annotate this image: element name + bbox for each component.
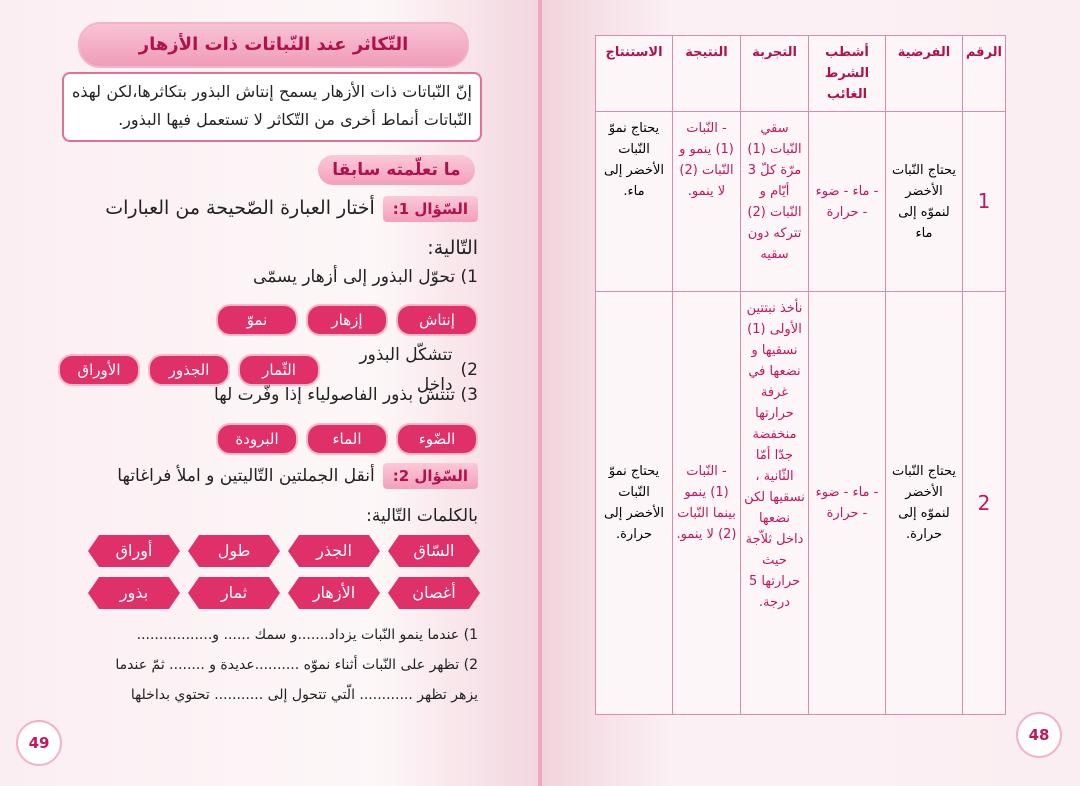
sentence: 1) عندما ينمو النّبات يزداد.......و سمك … [58,620,478,650]
cell: يحتاج النّبات الأخضر لنموّه إلى حرارة. [885,291,963,715]
option: الماء [306,423,388,455]
table-row: 1 يحتاج النّبات الأخضر لنموّه إلى ماء - … [595,111,1006,292]
header-cell: الاستنتاج [595,35,673,112]
header-cell: النتيجة [672,35,741,112]
right-page: الرقم الفرضية أشطب الشرط الغائب التجربة … [542,0,1080,786]
cell: - النّبات (1) ينمو بينما النّبات (2) لا … [672,291,741,715]
option: نموّ [216,304,298,336]
word: بذور [88,577,180,609]
sentence-line: يزهر تظهر ............ الّتي تتحول إلى .… [130,687,478,703]
options: إنتاش إزهار نموّ [58,304,478,336]
header-cell: الفرضية [885,35,963,112]
experiment-table: الرقم الفرضية أشطب الشرط الغائب التجربة … [595,35,1006,715]
word: السّاق [388,535,480,567]
word-bank: السّاق الجذر طول أوراق أغصان الأزهار ثما… [80,535,480,609]
heading-text: ما تعلّمته سابقا [332,160,461,180]
cell: نأخذ نبتتين الأولى (1) نسقيها و نضعها في… [740,291,809,715]
header-cell: أشطب الشرط الغائب [808,35,886,112]
cell: سقي النّبات (1) مرّة كلّ 3 أيّام و النّب… [740,111,809,292]
option: إزهار [306,304,388,336]
intro-text: إنّ النّباتات ذات الأزهار يسمح إنتاش الب… [72,82,472,129]
item: 3) تنتش بذور الفاصولياء إذا وفّرت لها [58,380,478,410]
title-banner: التّكاثر عند النّباتات ذات الأزهار [78,22,469,68]
word: أغصان [388,577,480,609]
item: 1) تحوّل البذور إلى أزهار يسمّى [58,262,478,292]
question-label: السّؤال 1: [382,196,478,222]
sentence-number: 1) [463,627,478,643]
item-text: تنتش بذور الفاصولياء إذا وفّرت لها [214,385,456,405]
title: التّكاثر عند النّباتات ذات الأزهار [138,34,409,55]
cell: - ماء - ضوء - حرارة [808,111,886,292]
cell: - ماء - ضوء - حرارة [808,291,886,715]
item-text: تحوّل البذور إلى أزهار يسمّى [253,267,456,287]
header-row: الرقم الفرضية أشطب الشرط الغائب التجربة … [595,35,1006,112]
word: ثمار [188,577,280,609]
item-number: 1) [460,267,478,287]
question: السّؤال 2:أنقل الجملتين التّاليتين و امل… [58,456,478,536]
option: الثّمار [238,354,320,386]
item-text: تتشكّل البذور داخل [359,345,453,395]
option: الضّوء [396,423,478,455]
sentence-number: 2) [463,657,478,673]
header-cell: التجربة [740,35,809,112]
option: الجذور [148,354,230,386]
cell: يحتاج نموّ النّبات الأخضر إلى حرارة. [595,291,673,715]
cell: 1 [962,111,1006,292]
question-prompt: أنقل الجملتين التّاليتين و املأ فراغاتها… [117,466,478,526]
item-number: 3) [460,385,478,405]
word: طول [188,535,280,567]
word: الأزهار [288,577,380,609]
left-page: التّكاثر عند النّباتات ذات الأزهار إنّ ا… [0,0,538,786]
sentence: 2) تظهر على النّبات أثناء نموّه ........… [58,650,478,710]
option: البرودة [216,423,298,455]
item: 2) تتشكّل البذور داخل الثّمار الجذور الأ… [58,340,478,400]
sentence-line: تظهر على النّبات أثناء نموّه ..........ع… [115,657,460,673]
sentence-line: عندما ينمو النّبات يزداد.......و سمك ...… [136,627,460,643]
question-prompt: أختار العبارة الصّحيحة من العبارات التّا… [105,197,478,259]
page-number: 49 [16,720,62,766]
intro-box: إنّ النّباتات ذات الأزهار يسمح إنتاش الب… [62,72,482,142]
word: أوراق [88,535,180,567]
question-label: السّؤال 2: [382,463,478,489]
table-row: 2 يحتاج النّبات الأخضر لنموّه إلى حرارة.… [595,291,1006,715]
word: الجذر [288,535,380,567]
option: إنتاش [396,304,478,336]
cell: يحتاج نموّ النّبات الأخضر إلى ماء. [595,111,673,292]
section-heading: ما تعلّمته سابقا [318,155,475,185]
header-cell: الرقم [962,35,1006,112]
page-number: 48 [1016,712,1062,758]
question: السّؤال 1:أختار العبارة الصّحيحة من العب… [58,188,478,268]
options: الضّوء الماء البرودة [58,423,478,455]
cell: 2 [962,291,1006,715]
item-number: 2) [460,360,478,380]
cell: يحتاج النّبات الأخضر لنموّه إلى ماء [885,111,963,292]
cell: - النّبات (1) ينمو و النّبات (2) لا ينمو… [672,111,741,292]
option: الأوراق [58,354,140,386]
